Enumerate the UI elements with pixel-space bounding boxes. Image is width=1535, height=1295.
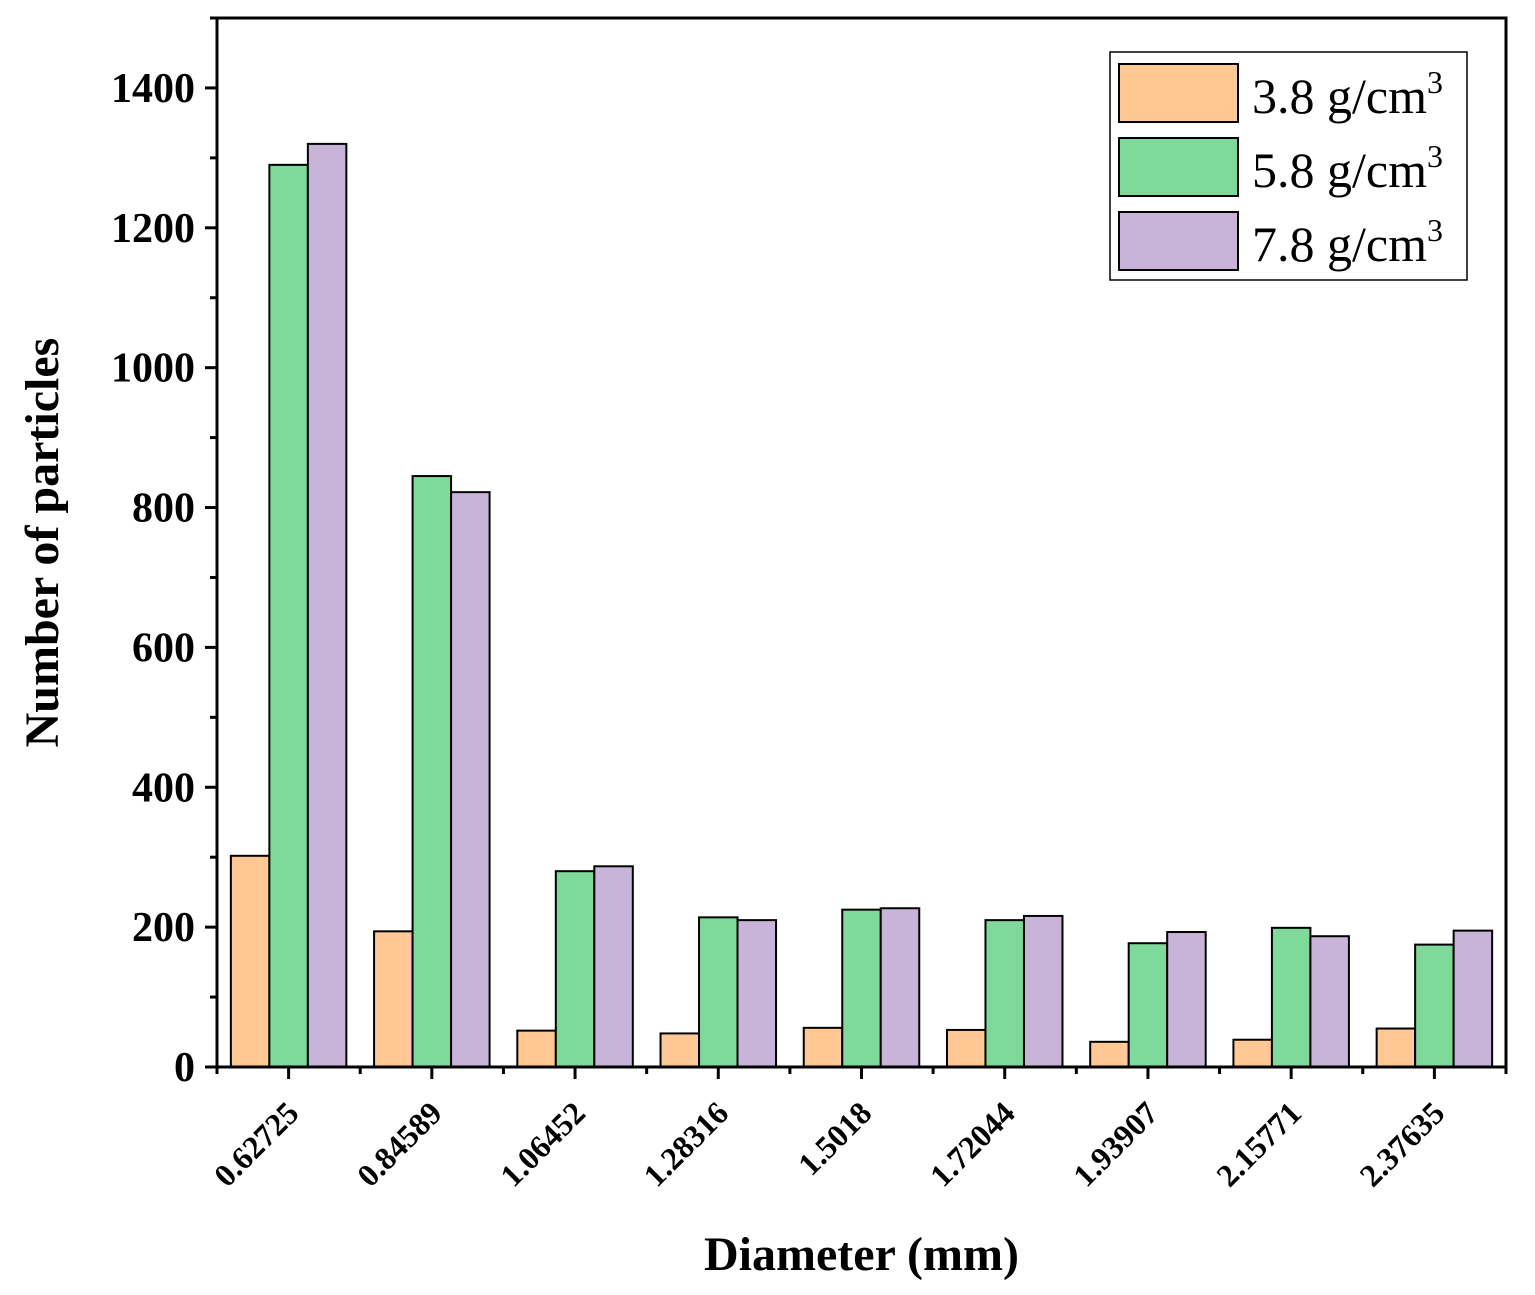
- bar-series3-8: [1309, 935, 1350, 1068]
- x-tick-label: 1.06452: [493, 1094, 592, 1193]
- bars-layer: [229, 142, 1494, 1069]
- y-axis-title: Number of particles: [16, 338, 69, 748]
- legend-label-superscript: 3: [1427, 64, 1443, 100]
- x-tick-label: 1.93907: [1066, 1094, 1165, 1193]
- x-axis-title: Diameter (mm): [704, 1228, 1019, 1281]
- bar-series1-9: [1375, 1027, 1417, 1068]
- y-tick-label: 800: [132, 486, 195, 532]
- legend-swatch-2: [1118, 137, 1239, 197]
- bar-series3-6: [1022, 914, 1064, 1068]
- x-tick-label: 1.72044: [923, 1094, 1022, 1193]
- legend-label-superscript: 3: [1427, 138, 1443, 174]
- bar-series1-1: [229, 854, 271, 1068]
- legend-label-text: 3.8 g/cm: [1252, 68, 1427, 124]
- legend-swatch-3: [1118, 211, 1239, 271]
- bar-series1-8: [1232, 1038, 1273, 1068]
- x-tick-label: 1.28316: [636, 1094, 735, 1193]
- bar-series3-9: [1452, 929, 1494, 1068]
- bar-series2-5: [841, 908, 882, 1069]
- bar-series3-2: [450, 491, 491, 1068]
- x-tick-label: 0.62725: [207, 1094, 306, 1193]
- bar-series2-9: [1414, 943, 1455, 1068]
- y-tick-label: 1400: [111, 66, 195, 112]
- x-tick-label: 0.84589: [350, 1094, 449, 1193]
- bar-series2-6: [984, 919, 1025, 1069]
- bar-series2-7: [1127, 942, 1169, 1069]
- y-tick-label: 600: [132, 625, 195, 671]
- bar-series3-7: [1166, 931, 1207, 1069]
- bar-series1-3: [516, 1029, 557, 1068]
- x-tick-label: 1.5018: [791, 1094, 879, 1182]
- y-tick-label: 400: [132, 765, 195, 811]
- bar-series3-1: [306, 142, 348, 1068]
- bar-series1-4: [659, 1032, 701, 1069]
- y-tick-label: 200: [132, 905, 195, 951]
- legend-label-3: 7.8 g/cm3: [1252, 212, 1443, 272]
- y-tick-label: 1200: [111, 206, 195, 252]
- legend-label-superscript: 3: [1427, 212, 1443, 248]
- x-tick-label: 2.37635: [1352, 1094, 1451, 1193]
- y-axis: 0 200 400 600 800 1000 1200 1400: [111, 16, 217, 1091]
- y-tick-label: 0: [174, 1045, 195, 1091]
- bar-series3-5: [879, 907, 921, 1069]
- bar-series2-4: [698, 916, 739, 1068]
- bar-series1-5: [802, 1026, 844, 1068]
- bar-series2-1: [268, 163, 309, 1069]
- bar-series1-6: [945, 1028, 987, 1068]
- bar-series1-2: [373, 930, 414, 1069]
- bar-series3-3: [593, 865, 634, 1068]
- y-tick-label: 1000: [111, 346, 195, 392]
- legend-label-text: 7.8 g/cm: [1252, 216, 1427, 272]
- bar-series2-3: [554, 870, 596, 1068]
- legend-swatch-1: [1118, 63, 1239, 123]
- legend-label-1: 3.8 g/cm3: [1252, 64, 1443, 124]
- x-axis: 0.62725 0.84589 1.06452 1.28316 1.5018 1.7204…: [207, 1067, 1508, 1193]
- legend-label-2: 5.8 g/cm3: [1252, 138, 1443, 198]
- legend-label-text: 5.8 g/cm: [1252, 142, 1427, 198]
- x-tick-label: 2.15771: [1209, 1094, 1308, 1193]
- bar-series1-7: [1089, 1040, 1130, 1068]
- bar-series2-8: [1270, 926, 1312, 1068]
- bar-series2-2: [411, 475, 453, 1068]
- bar-series3-4: [736, 919, 778, 1069]
